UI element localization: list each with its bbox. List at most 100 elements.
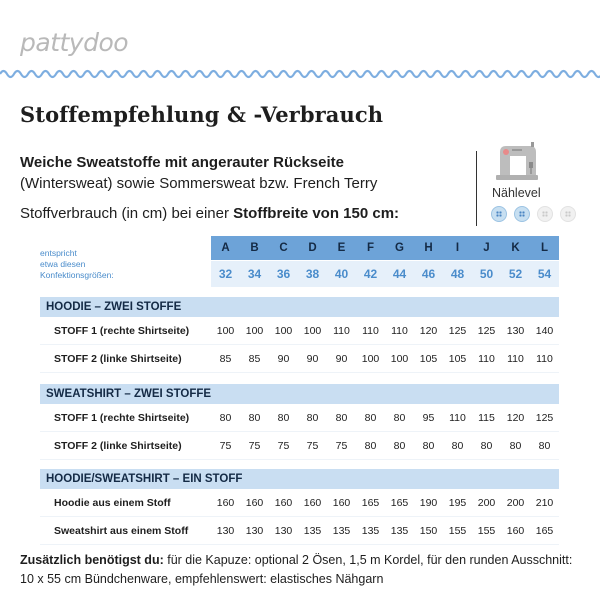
table-cell: 110 (449, 411, 466, 424)
additional-materials-heading: Zusätzlich benötigst du: (20, 553, 164, 567)
table-cell: 115 (478, 411, 495, 424)
table-cell: 80 (364, 411, 377, 424)
size-label-line: entspricht (40, 248, 77, 258)
row-label: STOFF 1 (rechte Shirtseite) (54, 411, 190, 424)
pattydoo-logo: pattydoo (20, 28, 129, 57)
table-cell: 85 (248, 352, 261, 365)
additional-materials-text: für die Kapuze: optional 2 Ösen, 1,5 m K… (20, 553, 573, 586)
table-cell: 110 (478, 352, 495, 365)
table-cell: 130 (245, 524, 264, 537)
level-dot-icon (537, 206, 553, 222)
section-sweatshirt-two-fabrics: SWEATSHIRT – ZWEI STOFFE STOFF 1 (rechte … (40, 384, 559, 460)
table-cell: 135 (390, 524, 409, 537)
table-cell: 155 (448, 524, 467, 537)
row-values: 75 75 75 75 75 80 80 80 80 80 80 80 (211, 440, 559, 452)
size-letter: H (424, 242, 433, 254)
table-cell: 155 (477, 524, 496, 537)
table-cell: 160 (506, 524, 525, 537)
size-mapping-label: entspricht etwa diesen Konfektionsgrößen… (40, 248, 114, 281)
size-letter: B (250, 242, 259, 254)
table-cell: 130 (506, 324, 525, 337)
table-row: STOFF 1 (rechte Shirtseite) 80 80 80 80 80 80 8… (40, 404, 559, 432)
row-label: STOFF 1 (rechte Shirtseite) (54, 324, 190, 337)
size-number: 46 (421, 267, 436, 281)
row-label: Sweatshirt aus einem Stoff (54, 524, 189, 537)
fabric-usage-heading: Stoffverbrauch (in cm) bei einer Stoffbr… (20, 205, 399, 222)
table-cell: 160 (274, 496, 293, 509)
section-hoodie-two-fabrics: HOODIE – ZWEI STOFFE STOFF 1 (rechte Shir… (40, 297, 559, 373)
usage-fabric-width: Stoffbreite von 150 cm: (233, 205, 400, 222)
table-cell: 80 (335, 411, 348, 424)
table-row: Hoodie aus einem Stoff 160 160 160 160 160 165… (40, 489, 559, 517)
size-number: 50 (479, 267, 494, 281)
table-cell: 210 (535, 496, 554, 509)
size-letter: J (483, 242, 490, 254)
size-letter: G (395, 242, 404, 254)
table-cell: 165 (390, 496, 409, 509)
table-row: Sweatshirt aus einem Stoff 130 130 130 135 13… (40, 517, 559, 545)
table-cell: 110 (391, 324, 408, 337)
size-number: 38 (305, 267, 320, 281)
table-cell: 125 (448, 324, 467, 337)
table-cell: 95 (422, 411, 435, 424)
size-letter: K (511, 242, 520, 254)
table-cell: 75 (248, 439, 261, 452)
divider-line (476, 151, 477, 226)
row-values: 80 80 80 80 80 80 80 95 110 115 120 125 (211, 412, 559, 424)
size-number: 32 (218, 267, 233, 281)
table-cell: 135 (332, 524, 351, 537)
row-values: 100 100 100 100 110 110 110 120 125 125 130 140 (211, 325, 559, 337)
size-letter: E (337, 242, 346, 254)
fabric-recommendation: Weiche Sweatstoffe mit angerauter Rückse… (20, 154, 344, 171)
table-cell: 125 (477, 324, 496, 337)
size-letter: F (366, 242, 375, 254)
table-cell: 130 (274, 524, 293, 537)
level-dot-icon (491, 206, 507, 222)
table-cell: 135 (303, 524, 322, 537)
size-number: 34 (247, 267, 262, 281)
table-cell: 110 (507, 352, 524, 365)
size-number: 36 (276, 267, 291, 281)
table-cell: 80 (306, 411, 319, 424)
table-cell: 80 (393, 411, 406, 424)
table-cell: 80 (248, 411, 261, 424)
table-cell: 105 (448, 352, 467, 365)
table-cell: 80 (509, 439, 522, 452)
table-cell: 110 (333, 324, 350, 337)
section-title: SWEATSHIRT – ZWEI STOFFE (40, 384, 559, 404)
level-dot-icon (514, 206, 530, 222)
table-cell: 75 (306, 439, 319, 452)
size-letter: L (540, 242, 549, 254)
size-letter: D (308, 242, 317, 254)
row-label: STOFF 2 (linke Shirtseite) (54, 352, 182, 365)
sewing-level-label: Nählevel (492, 186, 541, 200)
table-cell: 90 (277, 352, 290, 365)
table-cell: 80 (364, 439, 377, 452)
table-cell: 120 (419, 324, 438, 337)
table-cell: 80 (480, 439, 493, 452)
table-cell: 80 (277, 411, 290, 424)
table-cell: 135 (361, 524, 380, 537)
table-cell: 190 (419, 496, 438, 509)
section-one-fabric: HOODIE/SWEATSHIRT – EIN STOFF Hoodie aus … (40, 469, 559, 545)
table-cell: 130 (216, 524, 235, 537)
table-cell: 160 (216, 496, 235, 509)
table-cell: 75 (277, 439, 290, 452)
table-cell: 100 (216, 324, 235, 337)
table-cell: 100 (303, 324, 322, 337)
table-cell: 80 (219, 411, 232, 424)
size-number: 42 (363, 267, 378, 281)
table-cell: 90 (335, 352, 348, 365)
size-letter-header: A B C D E F G H I J K L (211, 236, 559, 260)
size-label-line: etwa diesen (40, 259, 86, 269)
table-cell: 200 (506, 496, 525, 509)
additional-materials-note: Zusätzlich benötigst du: für die Kapuze:… (20, 551, 585, 589)
section-title: HOODIE – ZWEI STOFFE (40, 297, 559, 317)
size-label-line: Konfektionsgrößen: (40, 270, 114, 280)
wave-divider (0, 69, 600, 79)
size-letter: C (279, 242, 288, 254)
size-letter: A (221, 242, 230, 254)
table-cell: 75 (335, 439, 348, 452)
size-letter: I (455, 242, 460, 254)
size-number-header: 32 34 36 38 40 42 44 46 48 50 52 54 (211, 261, 559, 287)
